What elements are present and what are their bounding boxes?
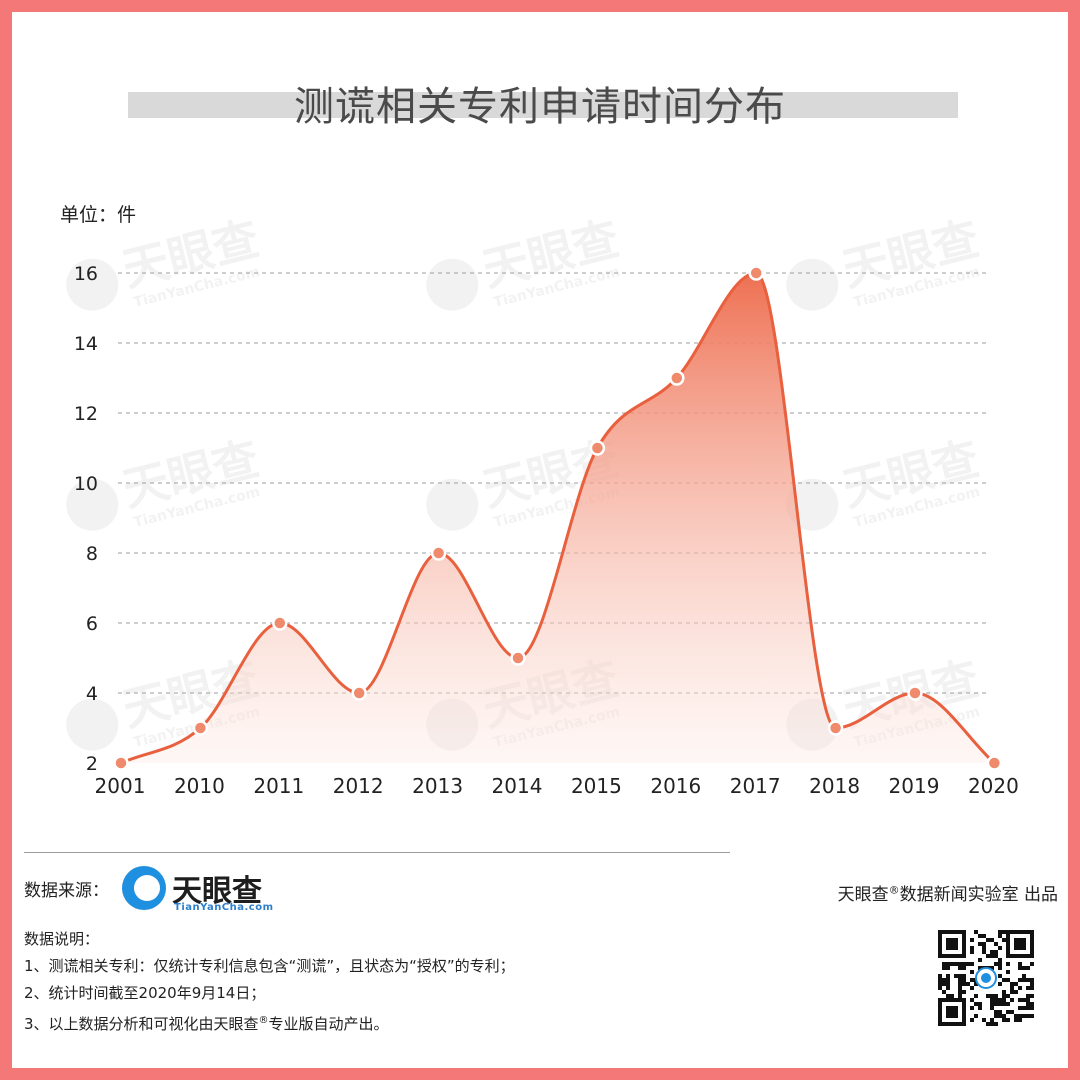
y-tick-label: 16 bbox=[74, 263, 98, 285]
area-fill bbox=[121, 273, 995, 763]
logo-name: 天眼查 bbox=[172, 874, 262, 909]
x-tick-label: 2001 bbox=[95, 774, 146, 798]
y-tick-label: 4 bbox=[86, 683, 98, 705]
producer-prefix: 天眼查 bbox=[837, 885, 889, 905]
gridlines bbox=[118, 272, 990, 694]
producer-registered-mark: ® bbox=[888, 883, 900, 897]
data-point-2020 bbox=[986, 755, 1003, 771]
y-tick-label: 10 bbox=[74, 473, 98, 495]
watermark-logo-icon bbox=[66, 258, 119, 311]
title-underline-bar bbox=[128, 92, 958, 118]
y-tick-label: 8 bbox=[86, 543, 98, 565]
data-point-2014 bbox=[510, 650, 526, 666]
data-point-2018 bbox=[827, 720, 844, 736]
y-axis-tick-labels: 2 4 6 8 10 12 14 16 bbox=[74, 263, 98, 775]
x-tick-label: 2010 bbox=[174, 774, 225, 798]
x-tick-label: 2019 bbox=[889, 774, 940, 798]
watermark-logo-icon bbox=[426, 258, 479, 311]
x-tick-label: 2012 bbox=[333, 774, 384, 798]
y-tick-label: 6 bbox=[86, 613, 98, 635]
note-3-prefix: 3、以上数据分析和可视化由天眼查 bbox=[24, 1015, 259, 1033]
data-point-2016 bbox=[669, 370, 685, 386]
producer-credit: 天眼查®数据新闻实验室 出品 bbox=[838, 880, 1058, 905]
x-tick-label: 2018 bbox=[809, 774, 860, 798]
x-tick-label: 2016 bbox=[650, 774, 701, 798]
x-tick-label: 2011 bbox=[253, 774, 304, 798]
x-tick-label: 2014 bbox=[492, 774, 543, 798]
producer-suffix: 数据新闻实验室 出品 bbox=[899, 885, 1058, 905]
data-point-2019 bbox=[907, 685, 923, 701]
data-point-2013 bbox=[430, 545, 447, 561]
chart-title: 测谎相关专利申请时间分布 bbox=[294, 84, 786, 130]
data-point-2010 bbox=[192, 720, 209, 736]
logo-mark-icon bbox=[122, 866, 166, 910]
infographic-card: 测谎相关专利申请时间分布 单位：件 bbox=[12, 12, 1068, 1068]
data-point-2015 bbox=[589, 440, 606, 456]
footer-divider bbox=[24, 852, 730, 853]
note-3-suffix: 专业版自动产出。 bbox=[268, 1015, 389, 1033]
data-point-2017 bbox=[748, 265, 764, 281]
note-1: 1、测谎相关专利：仅统计专利信息包含“测谎”，且状态为“授权”的专利； bbox=[24, 957, 515, 975]
notes-title: 数据说明： bbox=[24, 930, 100, 948]
x-tick-label: 2013 bbox=[412, 774, 463, 798]
qr-code-icon bbox=[934, 926, 1038, 1030]
y-axis-unit-label: 单位：件 bbox=[60, 204, 137, 226]
data-source-label: 数据来源： bbox=[24, 881, 109, 901]
x-tick-label: 2017 bbox=[730, 774, 781, 798]
watermark-logo-icon bbox=[66, 478, 119, 531]
data-point-2011 bbox=[272, 615, 288, 631]
data-point-2001 bbox=[113, 755, 129, 771]
y-tick-label: 2 bbox=[86, 753, 98, 775]
data-notes: 数据说明： 1、测谎相关专利：仅统计专利信息包含“测谎”，且状态为“授权”的专利… bbox=[24, 926, 515, 1038]
tianyancha-logo: 天眼查 TianYanCha.com bbox=[122, 866, 292, 916]
watermark-logo-icon bbox=[66, 698, 119, 751]
note-3: 3、以上数据分析和可视化由天眼查®专业版自动产出。 bbox=[24, 1007, 515, 1038]
x-tick-label: 2020 bbox=[968, 774, 1019, 798]
data-point-markers bbox=[113, 265, 1003, 771]
x-tick-label: 2015 bbox=[571, 774, 622, 798]
note-2: 2、统计时间截至2020年9月14日； bbox=[24, 984, 266, 1002]
watermark-logo-icon bbox=[426, 478, 479, 531]
y-tick-label: 14 bbox=[74, 333, 98, 355]
note-3-registered-mark: ® bbox=[258, 1015, 269, 1026]
y-tick-label: 12 bbox=[74, 403, 98, 425]
watermark-logo-icon bbox=[786, 258, 839, 311]
data-point-2012 bbox=[351, 685, 367, 701]
logo-subtitle: TianYanCha.com bbox=[174, 902, 274, 913]
x-axis-tick-labels: 2001 2010 2011 2012 2013 2014 2015 2016 2017 2018… bbox=[95, 774, 1019, 798]
